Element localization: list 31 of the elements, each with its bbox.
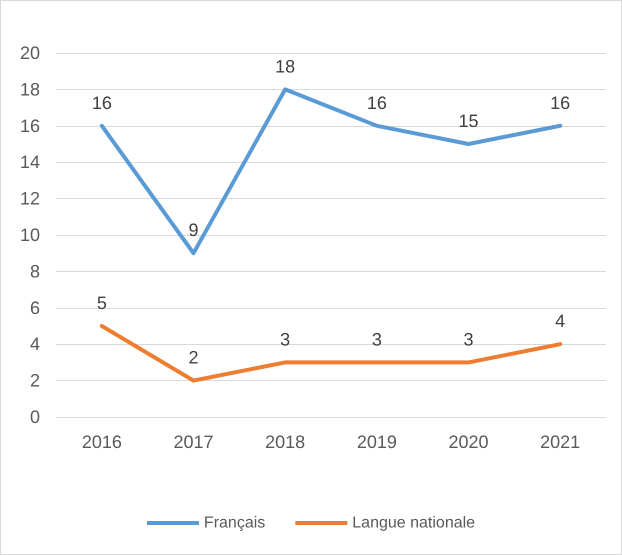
y-tick-label: 2 bbox=[30, 370, 40, 391]
y-tick-label: 4 bbox=[30, 334, 40, 354]
data-label: 16 bbox=[92, 92, 112, 113]
y-tick-label: 14 bbox=[20, 152, 40, 172]
data-label: 2 bbox=[188, 348, 199, 368]
data-label: 4 bbox=[555, 311, 566, 332]
y-tick-label: 6 bbox=[30, 298, 40, 318]
y-tick-label: 12 bbox=[20, 188, 40, 209]
data-label: 16 bbox=[550, 92, 570, 113]
data-label: 18 bbox=[275, 56, 296, 76]
data-label: 3 bbox=[372, 329, 382, 350]
x-tick-label: 2019 bbox=[356, 432, 397, 452]
data-label: 15 bbox=[458, 111, 479, 131]
legend-label: Langue nationale bbox=[352, 514, 476, 532]
data-label: 5 bbox=[96, 293, 107, 313]
x-tick-label: 2016 bbox=[82, 432, 122, 452]
data-label: 16 bbox=[366, 92, 387, 113]
y-tick-label: 16 bbox=[20, 116, 40, 136]
x-tick-label: 2017 bbox=[173, 432, 214, 452]
y-tick-label: 0 bbox=[30, 407, 40, 427]
legend-label: Français bbox=[204, 514, 266, 532]
x-tick-label: 2020 bbox=[448, 432, 489, 452]
x-tick-label: 2018 bbox=[265, 432, 306, 452]
y-tick-label: 8 bbox=[30, 261, 40, 282]
data-label: 3 bbox=[463, 329, 474, 350]
data-label: 3 bbox=[280, 329, 290, 350]
data-label: 9 bbox=[188, 220, 199, 240]
x-tick-label: 2021 bbox=[540, 432, 580, 452]
y-tick-label: 20 bbox=[20, 43, 40, 63]
y-tick-label: 18 bbox=[20, 79, 40, 100]
y-tick-label: 10 bbox=[20, 225, 40, 245]
